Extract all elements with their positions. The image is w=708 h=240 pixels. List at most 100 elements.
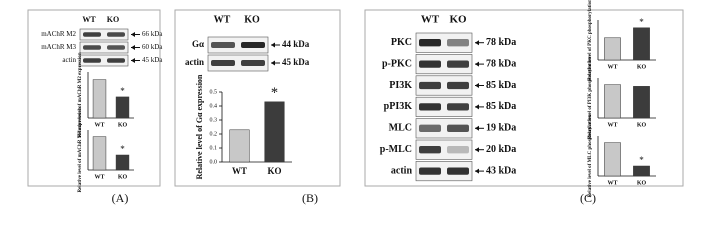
panel-label: (A) [112,191,129,205]
blot-band [83,32,101,37]
x-tick-label: KO [267,166,281,176]
blot-lane-header: KO [244,14,260,25]
blot-row-label: p-PKC [382,58,412,69]
significance-mark: * [120,144,125,154]
blot-row-label: mAChR M2 [41,30,76,38]
blot-strip [415,118,473,139]
y-tick-label: 0.0 [210,159,218,165]
bar [604,37,621,61]
bar [604,84,621,119]
y-tick-label: 0.3 [210,117,218,123]
blot-size-label: 19 kDa [486,123,516,134]
blot-arrowhead [475,168,479,174]
y-tick-label: 0.4 [210,103,218,109]
y-axis-label: Relative level of MLC phosphorylation [588,114,593,197]
bar [633,165,650,177]
x-tick-label: KO [637,180,647,186]
y-tick-label: 0.5 [210,89,218,95]
blot-band [447,167,469,175]
blot-band [419,60,441,68]
x-tick-label: WT [94,174,104,180]
y-axis-label: Relative level of PI3K phosphorylation [588,56,593,139]
blot-strip [415,75,473,96]
blot-band [419,146,441,154]
blot-band [447,81,469,90]
blot-band [447,124,469,132]
blot-strip [79,28,129,41]
blot-band [419,81,441,90]
blot-row-label: actin [185,57,204,67]
panel-frame [27,9,161,187]
bar [229,129,250,163]
blot-size-label: 45 kDa [282,57,310,67]
blot-lane-header: WT [421,14,440,26]
blot-size-label: 20 kDa [486,144,516,155]
bar [92,79,107,119]
blot-row-label: PKC [391,37,412,48]
significance-mark: * [120,86,125,96]
blot-strip [415,32,473,53]
x-tick-label: KO [118,122,128,128]
panel-frame [364,9,684,187]
blot-band [107,58,125,63]
x-tick-label: KO [637,122,647,128]
panel-frame [174,9,341,187]
x-tick-label: WT [232,166,247,176]
blot-lane-header: KO [107,15,119,24]
blot-strip [207,36,269,54]
significance-mark: * [639,17,644,27]
x-tick-label: WT [607,122,617,128]
blot-band [241,41,265,49]
y-tick-label: 0.1 [210,145,218,151]
blot-strip [79,41,129,54]
x-tick-label: KO [118,174,128,180]
y-axis-label: Relative level of PKC phosphorylation [588,0,593,81]
blot-band [107,32,125,37]
blot-arrowhead [131,58,135,63]
blot-row-label: pPI3K [384,101,413,112]
blot-band [211,41,235,49]
blot-band [447,146,469,154]
blot-lane-header: KO [449,14,467,26]
blot-lane-header: WT [82,15,96,24]
blot-band [447,103,469,111]
blot-size-label: 45 kDa [142,56,163,64]
x-tick-label: WT [607,180,617,186]
x-tick-label: WT [94,122,104,128]
blot-row-label: actin [391,165,413,176]
bar [115,96,130,119]
blot-band [241,59,265,67]
y-axis-label: Relative level of mAChR M3 expression [78,107,83,192]
blot-arrowhead [475,83,479,88]
blot-arrowhead [131,45,135,50]
blot-band [447,60,469,68]
y-axis-label: Relative level of mAChR M2 expression [78,52,83,137]
bar [115,154,130,171]
blot-strip [415,139,473,160]
panel-label: (C) [580,191,596,205]
figure: (A) (B) (C) WT KO mAChR M2 66 kDa mAChR M3 60… [27,0,684,205]
blot-band [419,167,441,175]
blot-size-label: 85 kDa [486,101,516,112]
blot-row-label: actin [62,56,76,64]
blot-strip [415,54,473,75]
blot-band [211,59,235,67]
significance-mark: * [639,155,644,165]
blot-size-label: 78 kDa [486,58,516,69]
x-tick-label: WT [607,64,617,70]
bar [604,142,621,177]
blot-row-label: PI3K [389,80,412,91]
blot-band [447,39,469,47]
blot-strip [415,161,473,182]
blot-size-label: 78 kDa [486,37,516,48]
bar [633,27,650,61]
blot-band [83,58,101,63]
blot-lane-header: WT [214,14,231,25]
blot-band [107,45,125,50]
blot-band [419,124,441,132]
y-tick-label: 0.2 [210,131,218,137]
blot-arrowhead [475,61,479,67]
blot-row-label: Gα [192,39,204,49]
blot-strip [207,54,269,72]
blot-size-label: 44 kDa [282,39,310,49]
